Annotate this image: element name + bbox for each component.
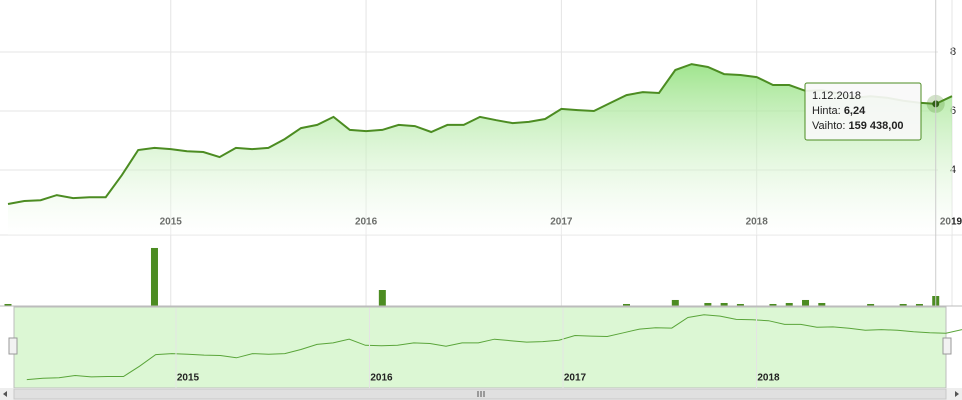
volume-bar	[802, 299, 810, 306]
volume-bar	[4, 303, 12, 306]
tooltip: 1.12.2018 Hinta: 6,24 Vaihto: 159 438,00	[804, 82, 922, 141]
scrollbar-thumb[interactable]	[13, 388, 947, 400]
volume-bar	[736, 303, 744, 306]
volume-bar	[671, 299, 679, 306]
volume-bar	[899, 303, 907, 306]
navigator-handle-right[interactable]	[942, 337, 952, 355]
price-line	[7, 63, 953, 205]
price-area	[8, 64, 952, 235]
tooltip-value: 159 438,00	[849, 120, 904, 132]
scroll-left-arrow[interactable]	[3, 391, 7, 397]
tooltip-volume: Vaihto: 159 438,00	[812, 120, 904, 132]
tooltip-label: Hinta:	[812, 105, 841, 117]
volume-bar	[769, 303, 777, 306]
volume-bar	[150, 247, 158, 306]
navigator-tick-label: 2016	[370, 373, 393, 384]
y-tick-label: 4	[950, 164, 956, 176]
navigator-background[interactable]	[13, 306, 947, 389]
navigator-tick-label: 2017	[564, 373, 587, 384]
navigator: 2015 2016 2017 2018	[26, 308, 962, 388]
navigator-price-line	[26, 314, 962, 381]
y-tick-label: 8	[950, 46, 956, 58]
volume-bar	[704, 302, 712, 306]
volume-bar	[378, 290, 386, 306]
volume-bar	[867, 303, 875, 306]
tooltip-box	[804, 82, 922, 141]
navigator-tick-label: 2018	[757, 373, 780, 384]
volume-bar	[622, 303, 630, 306]
scroll-right-arrow[interactable]	[955, 391, 959, 397]
volume-bar	[915, 303, 923, 306]
tooltip-label: Vaihto:	[812, 120, 845, 132]
tooltip-price: Hinta: 6,24	[812, 105, 866, 117]
volume-bar	[720, 302, 728, 306]
scrollbar-grip	[477, 391, 485, 397]
price-panel: 46820152016201720182019	[0, 0, 962, 307]
y-tick-label: 6	[950, 105, 956, 117]
navigator-tick-label: 2015	[177, 373, 200, 384]
tooltip-value: 6,24	[844, 105, 866, 117]
volume-bar	[818, 302, 826, 306]
tooltip-date: 1.12.2018	[812, 90, 861, 102]
volume-bar	[785, 302, 793, 306]
navigator-handle-left[interactable]	[8, 337, 18, 355]
